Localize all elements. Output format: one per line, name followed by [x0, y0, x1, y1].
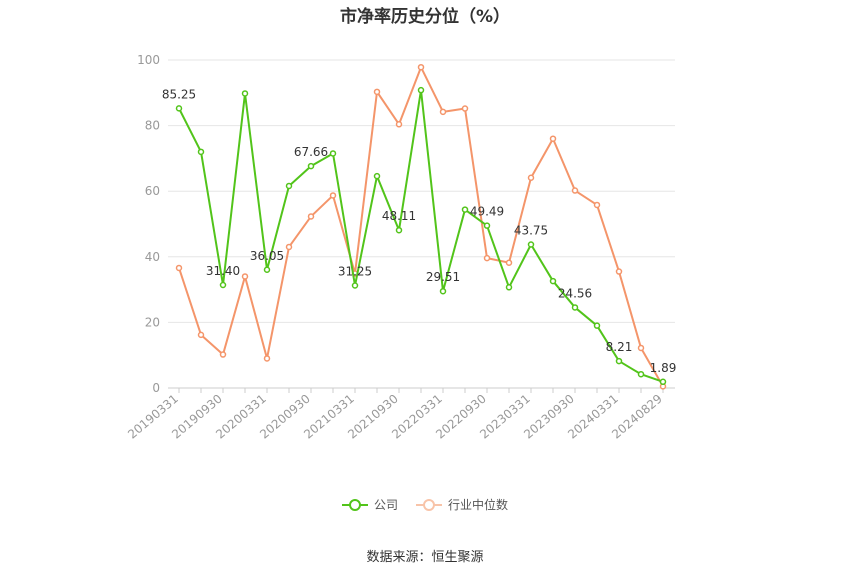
series-industry-median-point [307, 213, 315, 220]
legend-swatch-industry-icon [416, 498, 442, 511]
y-tick-label: 60 [145, 184, 160, 198]
series-industry-median-point [175, 264, 183, 272]
series-industry-median-point [549, 135, 557, 142]
series-industry-median-point [593, 201, 601, 209]
y-tick-label: 0 [152, 381, 160, 395]
series-industry-median-point [197, 331, 205, 339]
series-company-point [549, 277, 557, 285]
data-label: 85.25 [162, 87, 196, 101]
data-label: 31.25 [338, 265, 372, 279]
series-layer [175, 63, 667, 390]
series-company-point [197, 148, 205, 156]
series-company-point [351, 282, 359, 289]
series-company-point [285, 182, 293, 190]
series-industry-median-point [285, 243, 293, 251]
data-label: 43.75 [514, 224, 548, 238]
series-company-point [395, 226, 403, 234]
source-note: 数据来源：恒生聚源 [366, 550, 484, 565]
legend-item-industry-median[interactable]: 行业中位数 [416, 496, 508, 513]
legend-label-industry-median: 行业中位数 [448, 498, 509, 512]
legend-swatch-company-icon [341, 498, 368, 511]
series-industry-median-point [527, 174, 535, 182]
series-company-point [241, 90, 249, 97]
series-company-point [219, 281, 227, 289]
series-industry-median-point [637, 344, 645, 352]
y-tick-label: 80 [145, 119, 160, 133]
series-industry-median-point [571, 187, 579, 194]
series-company-point [461, 206, 469, 213]
legend: 公司 行业中位数 [0, 496, 850, 513]
legend-label-company: 公司 [373, 498, 398, 512]
data-label: 49.49 [470, 205, 504, 219]
series-industry-median-point [461, 105, 469, 112]
series-company-point [615, 357, 623, 365]
data-label: 8.21 [606, 340, 633, 354]
series-industry-median-point [395, 121, 403, 128]
series-company-point [571, 304, 579, 311]
series-industry-median-point [241, 273, 249, 280]
y-tick-label: 100 [137, 53, 160, 67]
data-label: 24.56 [558, 286, 592, 300]
data-label: 29.51 [426, 270, 460, 284]
legend-item-company[interactable]: 公司 [341, 496, 398, 513]
series-company-point [593, 322, 601, 329]
data-label: 31.40 [206, 264, 240, 278]
y-tick-label: 20 [145, 315, 160, 329]
series-company-point [307, 162, 315, 170]
series-industry-median-point [373, 88, 381, 96]
series-industry-median-point [439, 108, 447, 116]
series-company-point [329, 150, 337, 157]
series-industry-median-point [505, 259, 513, 266]
axes: 0204060801002019033120190930202003312020… [125, 53, 675, 442]
series-company-line [178, 89, 664, 383]
series-industry-median-point [329, 192, 337, 199]
series-company-point [417, 86, 425, 94]
series-industry-median-point [615, 268, 623, 275]
series-industry-median-point [417, 63, 425, 71]
series-company-point [659, 378, 667, 386]
data-label: 67.66 [294, 145, 328, 159]
series-company-point [439, 287, 447, 295]
y-tick-label: 40 [145, 250, 160, 264]
grid-lines [168, 59, 675, 323]
data-labels: 85.25 31.40 36.05 67.66 31.25 48.11 29.51 49.49… [162, 87, 677, 374]
series-company-point [263, 266, 271, 274]
series-company-point [175, 105, 183, 112]
series-industry-median-point [483, 254, 491, 262]
data-label: 1.89 [650, 361, 677, 375]
series-company-point [373, 172, 381, 180]
series-industry-median-line [178, 66, 664, 387]
data-label: 48.11 [382, 209, 416, 223]
chart-title: 市净率历史分位（%） [339, 7, 511, 27]
series-company-point [527, 241, 535, 248]
series-industry-median-point [219, 351, 227, 358]
series-company-point [483, 222, 491, 229]
data-label: 36.05 [250, 249, 284, 263]
series-industry-median-point [263, 355, 271, 362]
series-company-point [637, 370, 645, 378]
series-company-point [505, 284, 513, 291]
